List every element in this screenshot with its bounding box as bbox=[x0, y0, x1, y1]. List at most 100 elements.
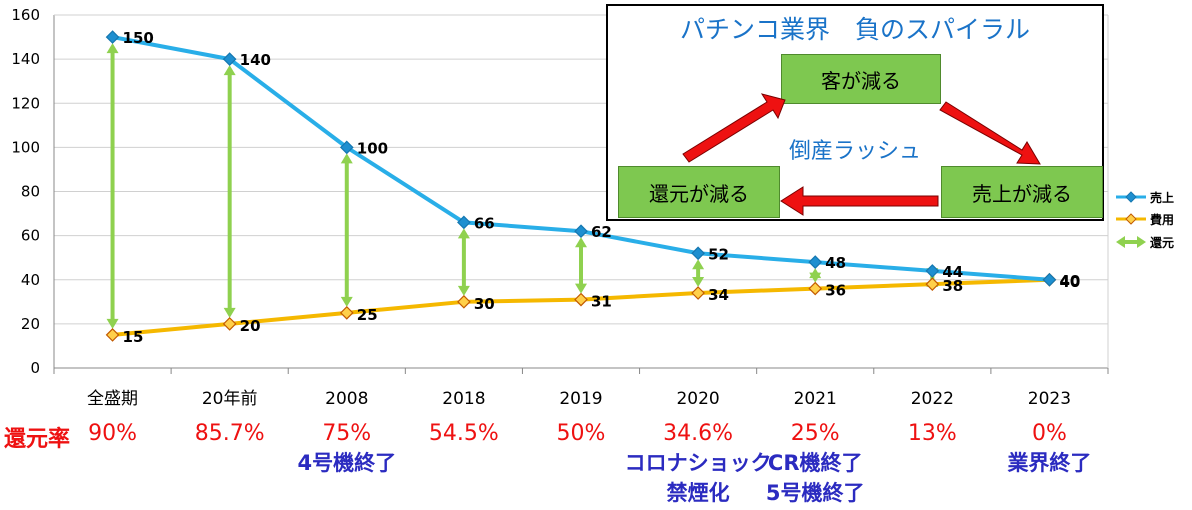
legend-label: 費用 bbox=[1150, 212, 1174, 227]
event-note: 4号機終了 bbox=[297, 451, 397, 475]
return-arrow-head-down bbox=[340, 296, 353, 307]
return-arrow-head-up bbox=[106, 43, 119, 54]
return-arrow-head-up bbox=[223, 65, 236, 76]
data-label: 44 bbox=[942, 263, 963, 281]
return-rate-value: 54.5% bbox=[428, 421, 499, 446]
data-label: 34 bbox=[708, 286, 729, 304]
data-point bbox=[339, 305, 354, 320]
legend-arrow-right bbox=[1137, 236, 1146, 248]
return-rate-value: 90% bbox=[88, 421, 137, 446]
return-arrow-head-up bbox=[575, 237, 587, 248]
return-rate-value: 0% bbox=[1031, 421, 1067, 446]
data-point bbox=[222, 52, 237, 66]
return-arrow-head-up bbox=[340, 153, 353, 164]
data-point bbox=[691, 246, 705, 261]
x-tick-label: 2021 bbox=[794, 389, 837, 409]
legend-label: 売上 bbox=[1150, 190, 1174, 205]
x-tick-label: 2020 bbox=[676, 389, 719, 409]
data-point bbox=[574, 224, 588, 239]
data-point bbox=[808, 281, 823, 296]
legend-marker bbox=[1125, 191, 1137, 203]
legend-item: 費用 bbox=[1116, 212, 1174, 227]
return-arrow-head-down bbox=[575, 283, 587, 294]
y-tick-label: 80 bbox=[21, 183, 40, 201]
spiral-title: パチンコ業界 負のスパイラル bbox=[679, 15, 1030, 44]
data-label: 52 bbox=[708, 245, 729, 263]
data-label: 38 bbox=[942, 277, 963, 295]
data-label: 15 bbox=[123, 328, 144, 346]
x-tick-label: 全盛期 bbox=[87, 389, 138, 409]
data-point bbox=[457, 294, 471, 309]
data-label: 40 bbox=[1059, 272, 1080, 290]
return-arrow-head-down bbox=[692, 276, 705, 287]
x-tick-label: 2018 bbox=[442, 389, 485, 409]
y-tick-label: 60 bbox=[21, 227, 40, 245]
arrow-to-left bbox=[780, 186, 939, 216]
data-label: 30 bbox=[474, 295, 495, 313]
data-point bbox=[808, 255, 823, 269]
return-rate-value: 75% bbox=[322, 421, 372, 446]
return-rate-value: 13% bbox=[907, 421, 957, 446]
data-point bbox=[574, 292, 588, 307]
y-tick-label: 20 bbox=[21, 315, 40, 333]
y-tick-label: 40 bbox=[21, 271, 40, 289]
arrow-to-right bbox=[939, 101, 1041, 165]
data-label: 48 bbox=[825, 254, 846, 272]
legend-item: 還元 bbox=[1116, 235, 1174, 250]
data-point bbox=[339, 140, 354, 155]
return-rate-row: 還元率 90% 85.7% 75% 54.5% 50% 34.6% 25% 13% 0% bbox=[0, 421, 1192, 452]
return-rate-label: 還元率 bbox=[4, 427, 71, 452]
data-point bbox=[1042, 272, 1057, 287]
data-label: 66 bbox=[474, 214, 495, 232]
arrow-to-top bbox=[682, 93, 786, 163]
event-note: コロナショック bbox=[624, 451, 772, 475]
x-tick-label: 2022 bbox=[911, 389, 954, 409]
event-note: 5号機終了 bbox=[765, 481, 865, 505]
y-tick-label: 0 bbox=[30, 359, 40, 377]
x-tick-label: 2008 bbox=[325, 389, 368, 409]
x-tick-label: 20年前 bbox=[202, 389, 258, 409]
return-arrow bbox=[106, 43, 119, 329]
return-arrow bbox=[575, 237, 587, 294]
return-arrow-head-up bbox=[457, 228, 470, 239]
legend-arrow-left bbox=[1116, 236, 1125, 248]
x-tick-label: 2019 bbox=[559, 389, 602, 409]
data-label: 150 bbox=[123, 29, 154, 47]
data-point bbox=[105, 328, 120, 342]
return-rate-value: 34.6% bbox=[663, 421, 734, 446]
return-rate-value: 25% bbox=[790, 421, 840, 446]
y-tick-label: 120 bbox=[11, 94, 40, 112]
data-label: 40 bbox=[1059, 273, 1080, 291]
return-arrow bbox=[692, 259, 705, 287]
event-note: CR機終了 bbox=[767, 451, 863, 475]
return-arrow-head-down bbox=[106, 318, 119, 329]
data-point bbox=[457, 215, 471, 230]
return-rate-value: 85.7% bbox=[194, 421, 265, 446]
x-tick-label: 2023 bbox=[1028, 389, 1071, 409]
return-arrow bbox=[457, 228, 470, 296]
spiral-diagram: パチンコ業界 負のスパイラル 客が減る 売上が減る 還元が減る 倒産ラッシュ bbox=[606, 4, 1104, 221]
return-arrow bbox=[809, 268, 822, 283]
y-tick-label: 160 bbox=[11, 6, 40, 24]
return-arrow-head-down bbox=[457, 285, 470, 296]
data-point bbox=[105, 30, 120, 44]
legend-marker bbox=[1125, 213, 1137, 225]
return-arrow-head-up bbox=[692, 259, 705, 270]
data-label: 100 bbox=[357, 139, 388, 157]
data-point bbox=[925, 264, 940, 278]
box-return-decrease: 還元が減る bbox=[618, 166, 780, 218]
event-note: 禁煙化 bbox=[666, 481, 730, 505]
data-label: 36 bbox=[825, 282, 846, 300]
box-fewer-customers: 客が減る bbox=[781, 54, 941, 104]
data-label: 31 bbox=[591, 293, 612, 311]
y-tick-label: 100 bbox=[11, 138, 40, 156]
return-arrow-head-down bbox=[809, 272, 822, 283]
return-arrow bbox=[223, 65, 236, 318]
box-sales-decrease: 売上が減る bbox=[941, 166, 1103, 218]
bankruptcy-rush-text: 倒産ラッシュ bbox=[788, 139, 921, 164]
legend-label: 還元 bbox=[1150, 235, 1174, 250]
return-rate-value: 50% bbox=[556, 421, 606, 446]
return-arrow-head-down bbox=[223, 307, 236, 318]
data-point bbox=[925, 277, 940, 292]
